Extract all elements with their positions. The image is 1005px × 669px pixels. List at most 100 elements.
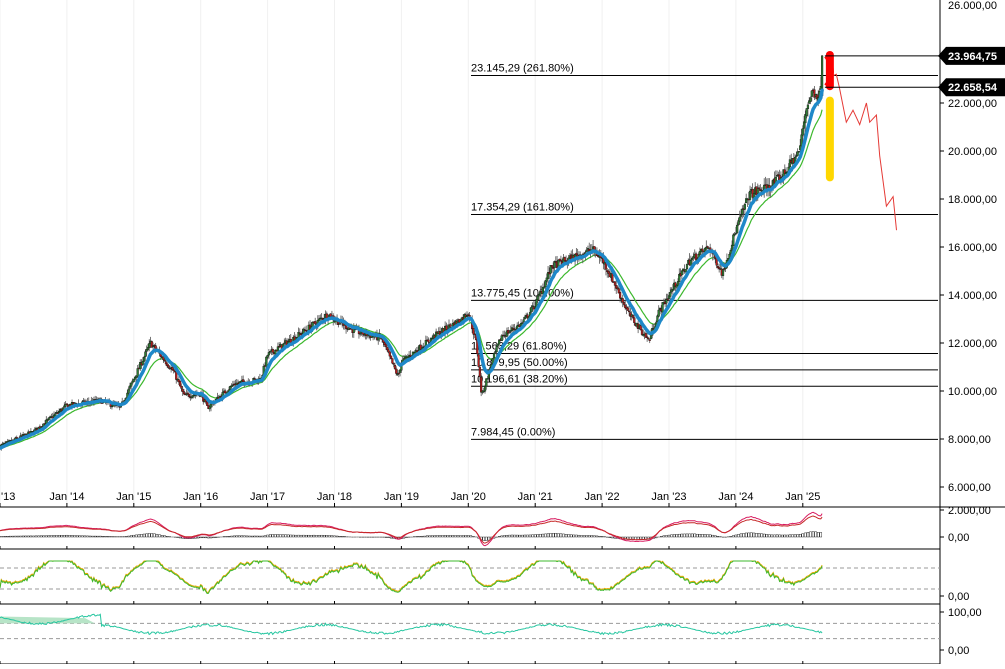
macd-hist-bar	[210, 537, 212, 538]
macd-hist-bar	[611, 537, 613, 538]
candle-body	[730, 250, 732, 253]
candle-body	[622, 298, 624, 302]
macd-hist-bar	[689, 534, 691, 537]
candle-body	[390, 356, 392, 359]
candle-body	[480, 377, 482, 392]
y-tick-label: 16.000,00	[948, 242, 997, 254]
candle-body	[811, 91, 813, 97]
macd-hist-bar	[586, 535, 588, 537]
macd-hist-bar	[89, 536, 91, 537]
macd-hist-bar	[485, 537, 487, 541]
macd-hist-bar	[97, 536, 99, 537]
candle-body	[393, 363, 395, 364]
macd-hist-bar	[146, 534, 148, 537]
macd-hist-bar	[732, 536, 734, 537]
macd-hist-bar	[786, 535, 788, 537]
macd-hist-bar	[696, 534, 698, 537]
macd-hist-bar	[22, 536, 24, 537]
candle-body	[179, 381, 181, 386]
candle-body	[623, 302, 625, 304]
macd-hist-bar	[200, 537, 202, 538]
candle-body	[707, 246, 709, 247]
candle-body	[735, 233, 737, 234]
macd-hist-bar	[418, 536, 420, 537]
macd-hist-bar	[92, 536, 94, 537]
macd-hist-bar	[449, 535, 451, 537]
candle-body	[188, 394, 190, 396]
candle-body	[183, 392, 185, 394]
macd-hist-bar	[76, 536, 78, 537]
macd-hist-bar	[241, 536, 243, 537]
macd-hist-bar	[40, 536, 42, 537]
y-tick-label: 12.000,00	[948, 338, 997, 350]
macd-hist-bar	[817, 532, 819, 537]
macd-hist-bar	[310, 535, 312, 537]
x-tick-label: Jan '20	[451, 491, 486, 503]
candle-body	[677, 281, 679, 285]
macd-hist-bar	[714, 536, 716, 537]
macd-hist-bar	[14, 536, 16, 537]
candle-body	[521, 323, 523, 324]
candle-body	[736, 225, 738, 232]
macd-hist-bar	[665, 535, 667, 537]
x-tick-label: Jan '22	[585, 491, 620, 503]
macd-hist-bar	[254, 536, 256, 537]
macd-hist-bar	[699, 534, 701, 537]
macd-hist-bar	[452, 535, 454, 537]
macd-hist-bar	[552, 533, 554, 537]
macd-hist-bar	[303, 535, 305, 537]
macd-hist-bar	[38, 536, 40, 537]
macd-hist-bar	[792, 535, 794, 537]
macd-hist-bar	[159, 535, 161, 537]
macd-hist-bar	[660, 536, 662, 537]
macd-hist-bar	[243, 536, 245, 537]
candle-body	[648, 338, 650, 339]
macd-hist-bar	[678, 534, 680, 537]
x-tick-label: Jan '24	[718, 491, 753, 503]
macd-hist-bar	[673, 534, 675, 537]
macd-hist-bar	[20, 536, 22, 537]
macd-hist-bar	[539, 534, 541, 537]
candle-body	[485, 379, 487, 387]
macd-hist-bar	[50, 535, 52, 537]
macd-hist-bar	[251, 536, 253, 537]
macd-hist-bar	[755, 533, 757, 537]
candle-body	[269, 351, 271, 352]
macd-hist-bar	[264, 536, 266, 537]
macd-hist-bar	[2, 536, 4, 537]
price-badge-label: 23.964,75	[948, 51, 997, 63]
candle-body	[168, 365, 170, 367]
candle-body	[501, 336, 503, 341]
candle-body	[484, 386, 486, 391]
macd-hist-bar	[712, 535, 714, 537]
fib-label: 13.775,45 (100.00%)	[471, 287, 574, 299]
candle-body	[530, 307, 532, 312]
macd-hist-bar	[766, 534, 768, 537]
macd-hist-bar	[763, 534, 765, 537]
macd-hist-bar	[63, 535, 65, 537]
macd-hist-bar	[102, 536, 104, 537]
macd-hist-bar	[164, 536, 166, 537]
macd-hist-bar	[166, 536, 168, 537]
macd-hist-bar	[804, 533, 806, 537]
stoch-k-line	[0, 561, 822, 593]
macd-hist-bar	[668, 535, 670, 537]
macd-hist-bar	[74, 535, 76, 537]
macd-hist-bar	[287, 535, 289, 537]
macd-hist-bar	[390, 537, 392, 538]
candle-body	[627, 308, 629, 311]
y-tick-label: 10.000,00	[948, 386, 997, 398]
macd-hist-bar	[58, 535, 60, 537]
macd-hist-bar	[773, 535, 775, 537]
macd-hist-bar	[141, 534, 143, 537]
macd-hist-bar	[676, 534, 678, 537]
macd-hist-bar	[596, 536, 598, 537]
macd-hist-bar	[436, 535, 438, 537]
candle-body	[537, 296, 539, 300]
candle-body	[143, 357, 145, 361]
macd-hist-bar	[501, 536, 503, 537]
candle-body	[685, 269, 687, 272]
macd-hist-bar	[53, 535, 55, 537]
macd-hist-bar	[421, 536, 423, 537]
